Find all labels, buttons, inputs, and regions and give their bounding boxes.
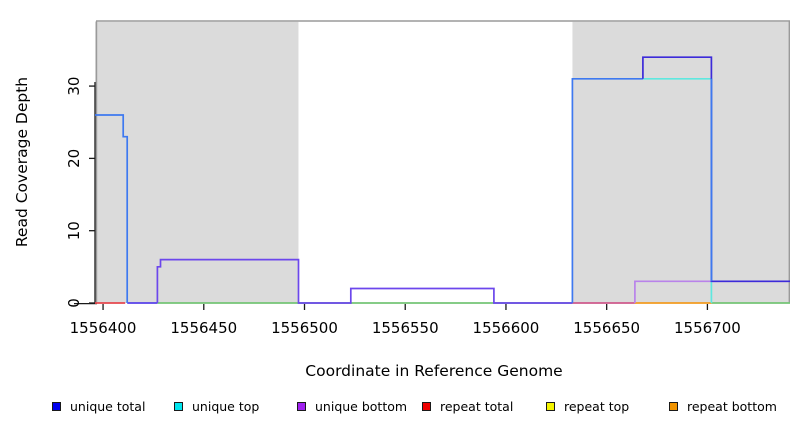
legend-item-unique-top: unique top <box>174 399 259 414</box>
plot-area: 1556400 1556450 1556500 1556550 1556600 15566… <box>65 20 790 337</box>
legend-item-repeat-top: repeat top <box>546 399 629 414</box>
x-tick-label: 1556700 <box>674 319 741 337</box>
legend-item-unique-total: unique total <box>52 399 145 414</box>
x-tick-label: 1556600 <box>473 319 540 337</box>
legend-label: repeat total <box>440 399 514 414</box>
legend-label: repeat top <box>564 399 630 414</box>
legend-item-unique-bottom: unique bottom <box>297 399 407 414</box>
y-axis-title: Read Coverage Depth <box>13 76 31 248</box>
legend-swatch-icon <box>174 402 183 411</box>
x-tick-label: 1556550 <box>372 319 439 337</box>
unique-total-left <box>95 114 129 303</box>
y-tick-label: 20 <box>65 149 83 168</box>
legend-swatch-icon <box>422 402 431 411</box>
legend-swatch-icon <box>546 402 555 411</box>
x-tick-label: 1556650 <box>573 319 640 337</box>
legend: unique total unique top unique bottom repea… <box>0 399 792 417</box>
legend-swatch-icon <box>297 402 306 411</box>
x-axis-title: Coordinate in Reference Genome <box>305 362 563 380</box>
unique-total-right <box>571 77 643 303</box>
unique-total-dark <box>642 56 790 283</box>
legend-label: repeat bottom <box>687 399 777 414</box>
legend-label: unique total <box>70 399 146 414</box>
x-tick-label: 1556450 <box>170 319 237 337</box>
unique-bottom-line <box>156 258 573 304</box>
legend-swatch-icon <box>669 402 678 411</box>
legend-item-repeat-total: repeat total <box>422 399 513 414</box>
legend-item-repeat-bottom: repeat bottom <box>669 399 777 414</box>
y-tick-label: 0 <box>65 298 83 308</box>
left-gray-region <box>95 21 299 304</box>
legend-swatch-icon <box>52 402 61 411</box>
legend-label: unique bottom <box>315 399 408 414</box>
x-tick-label: 1556500 <box>271 319 338 337</box>
legend-label: unique top <box>192 399 260 414</box>
y-tick-label: 30 <box>65 77 83 96</box>
x-tick-label: 1556400 <box>70 319 137 337</box>
y-tick-label: 10 <box>65 221 83 240</box>
right-gray-region <box>572 21 790 304</box>
